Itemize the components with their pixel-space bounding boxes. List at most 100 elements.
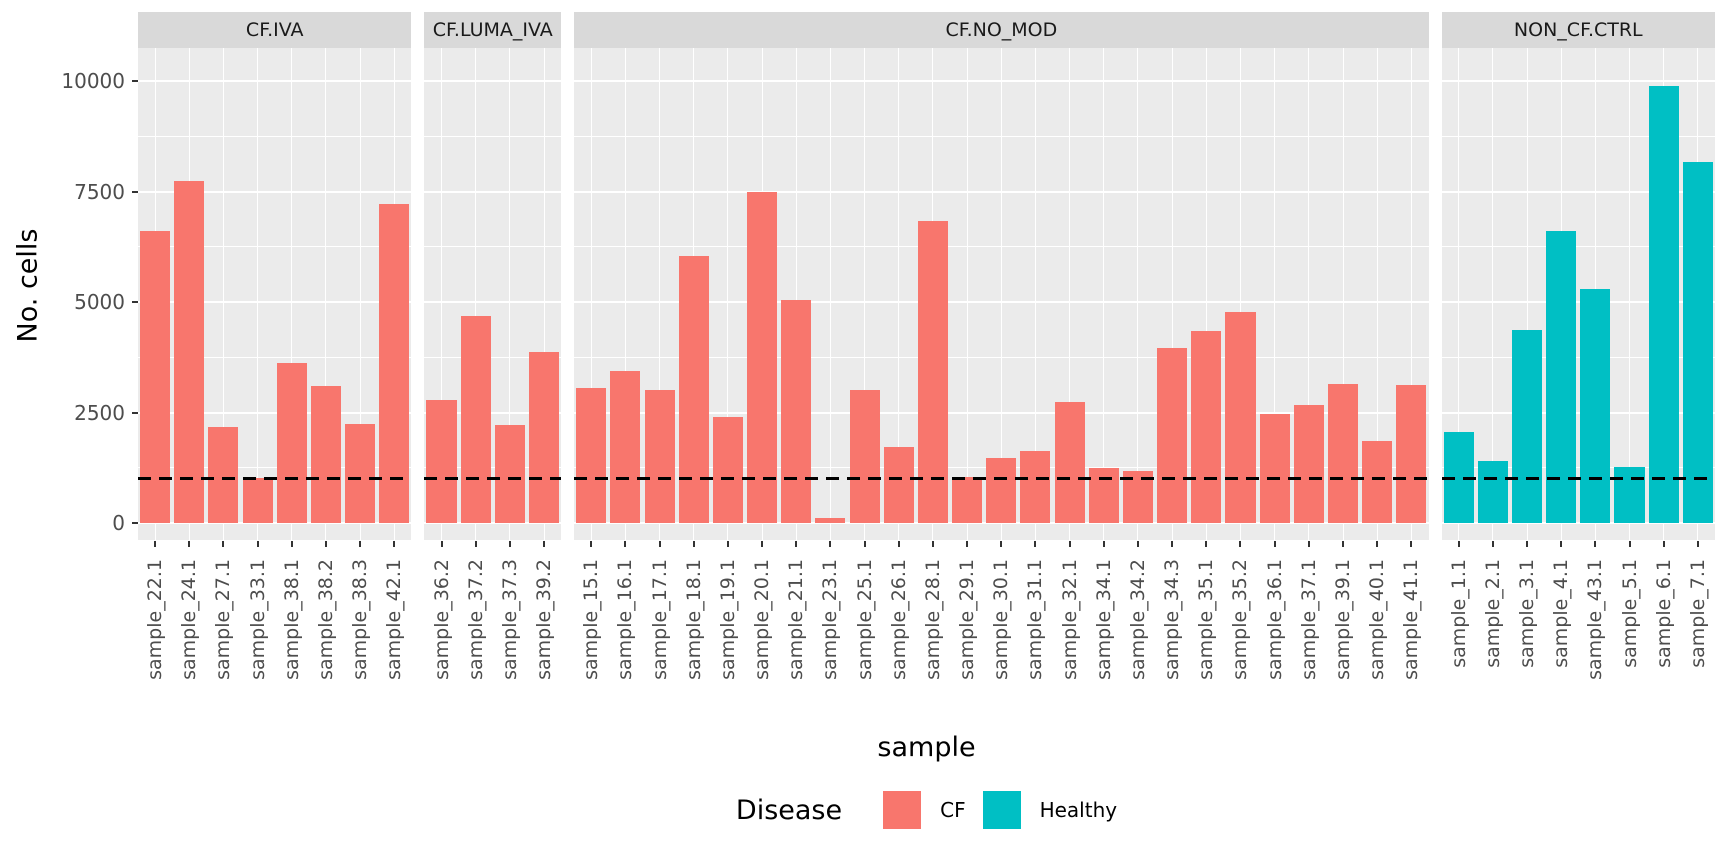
bar-slot xyxy=(1442,48,1476,540)
bar-sample_16.1 xyxy=(610,370,641,523)
gridline-major xyxy=(138,80,412,83)
bar-slot xyxy=(1292,48,1326,540)
x-tick-slot xyxy=(275,540,309,548)
gridline-vertical xyxy=(659,48,661,540)
bar-slot xyxy=(138,48,172,540)
x-label-slot: sample_3.1 xyxy=(1510,548,1544,726)
x-tick-mark xyxy=(829,541,832,547)
bar-slot xyxy=(1189,48,1223,540)
x-tick-mark xyxy=(1342,541,1344,547)
x-label-slot: sample_26.1 xyxy=(882,548,916,726)
x-tick-label: sample_7.1 xyxy=(1686,559,1709,668)
gridline-vertical xyxy=(795,48,797,540)
x-tick-mark xyxy=(1410,541,1413,547)
bar-sample_26.1 xyxy=(883,447,914,523)
x-tick-slot xyxy=(1223,540,1257,548)
bar-sample_38.3 xyxy=(345,424,376,523)
x-tick-mark xyxy=(1696,541,1699,547)
bar-sample_20.1 xyxy=(747,192,778,523)
x-tick-slot xyxy=(882,540,916,548)
gridline-vertical xyxy=(1103,48,1105,540)
x-tick-slot xyxy=(1544,540,1578,548)
x-tick-label: sample_17.1 xyxy=(648,559,671,680)
bar-slot xyxy=(1121,48,1155,540)
x-tick-label: sample_24.1 xyxy=(178,559,201,680)
bar-slot xyxy=(1223,48,1257,540)
bar-sample_36.1 xyxy=(1259,414,1290,523)
bar-sample_28.1 xyxy=(917,221,948,523)
facet-strip-label: CF.NO_MOD xyxy=(574,12,1429,48)
gridline-minor xyxy=(138,135,412,137)
bar-slot xyxy=(1578,48,1612,540)
x-tick-slot xyxy=(138,540,172,548)
x-tick-label: sample_1.1 xyxy=(1447,559,1470,668)
x-label-slot: sample_39.1 xyxy=(1326,548,1360,726)
gridline-vertical xyxy=(1069,48,1071,540)
bar-sample_40.1 xyxy=(1362,441,1393,523)
x-tick-slot xyxy=(309,540,343,548)
bar-sample_37.3 xyxy=(494,424,525,523)
bar-sample_36.2 xyxy=(426,399,457,523)
bar-sample_38.2 xyxy=(310,386,341,523)
x-tick-mark xyxy=(590,541,593,547)
x-labels: sample_22.1 sample_24.1 sample_27.1 sample_… xyxy=(138,548,411,726)
x-tick-slot xyxy=(343,540,377,548)
facet-strip-label: NON_CF.CTRL xyxy=(1441,12,1715,48)
x-tick-label: sample_33.1 xyxy=(246,559,269,680)
x-tick-slot xyxy=(1578,540,1612,548)
bar-sample_41.1 xyxy=(1396,384,1427,523)
x-tick-mark xyxy=(1102,541,1105,547)
bar-slot xyxy=(459,48,493,540)
y-tick-label: 2500 xyxy=(74,400,125,425)
x-tick-label: sample_37.2 xyxy=(464,559,487,680)
threshold-line xyxy=(138,477,412,481)
x-tick-mark xyxy=(1205,541,1208,547)
gridline-vertical xyxy=(543,48,545,540)
x-label-slot: sample_36.1 xyxy=(1258,548,1292,726)
gridline-vertical xyxy=(1342,48,1344,540)
x-ticks xyxy=(574,540,1428,548)
x-label-slot: sample_2.1 xyxy=(1476,548,1510,726)
bar-sample_24.1 xyxy=(174,181,205,523)
bar-slots xyxy=(574,48,1428,540)
x-axis-title: sample xyxy=(877,732,976,763)
x-tick-slot xyxy=(984,540,1018,548)
gridline-vertical xyxy=(1171,48,1173,540)
x-tick-label: sample_36.1 xyxy=(1263,559,1286,680)
gridline-vertical xyxy=(1458,48,1460,540)
bar-sample_33.1 xyxy=(242,477,273,523)
gridline-minor xyxy=(1441,135,1715,137)
bar-slot xyxy=(984,48,1018,540)
bar-sample_38.1 xyxy=(276,363,307,523)
x-label-slot: sample_40.1 xyxy=(1360,548,1394,726)
x-tick-slot xyxy=(848,540,882,548)
x-tick-mark xyxy=(658,541,661,547)
x-tick-slot xyxy=(1442,540,1476,548)
bar-sample_6.1 xyxy=(1648,85,1679,523)
gridline-major xyxy=(138,301,412,304)
bar-sample_18.1 xyxy=(678,256,709,523)
x-tick-label: sample_26.1 xyxy=(887,559,910,680)
x-tick-slot xyxy=(1681,540,1715,548)
x-tick-mark xyxy=(1136,541,1139,547)
x-tick-label: sample_37.3 xyxy=(498,559,521,680)
bar-sample_23.1 xyxy=(815,517,846,523)
x-label-slot: sample_33.1 xyxy=(241,548,275,726)
x-tick-slot xyxy=(813,540,847,548)
panel xyxy=(138,48,412,540)
y-tick-mark xyxy=(132,411,138,414)
gridline-minor xyxy=(424,356,562,358)
gridline-major xyxy=(424,190,562,193)
bar-slot xyxy=(241,48,275,540)
plot-area: CF.IVA sample_22.1 sample_24.1 sample_27.1 s… xyxy=(138,12,1715,766)
gridline-vertical xyxy=(1000,48,1002,540)
x-tick-slot xyxy=(916,540,950,548)
x-tick-mark xyxy=(1594,541,1597,547)
bar-slot xyxy=(1087,48,1121,540)
x-tick-label: sample_35.1 xyxy=(1195,559,1218,680)
x-label-slot: sample_34.3 xyxy=(1155,548,1189,726)
x-label-slot: sample_35.1 xyxy=(1189,548,1223,726)
legend-key-CF: CF xyxy=(880,788,966,832)
x-labels: sample_36.2 sample_37.2 sample_37.3 sample_… xyxy=(424,548,561,726)
bar-slot xyxy=(813,48,847,540)
